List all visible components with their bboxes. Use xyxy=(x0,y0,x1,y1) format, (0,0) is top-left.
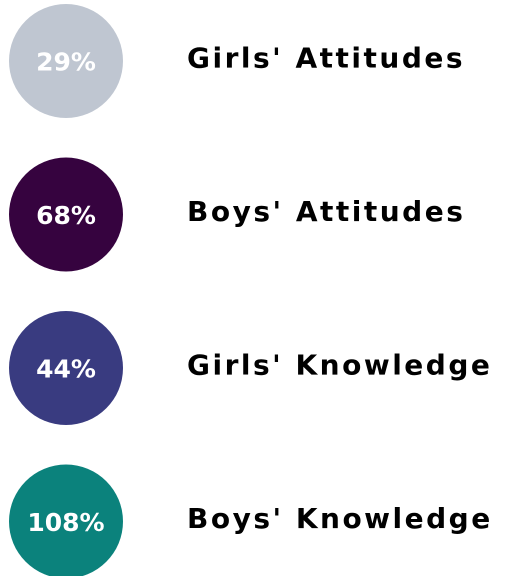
stat-circle xyxy=(9,311,123,425)
stat-circle xyxy=(9,4,123,118)
stat-value: 68% xyxy=(36,201,96,230)
stat-label: Girls' Knowledge xyxy=(187,349,492,382)
stat-circle xyxy=(9,464,123,576)
stat-circle xyxy=(9,157,123,272)
stat-label: Boys' Knowledge xyxy=(187,502,493,535)
stat-value: 44% xyxy=(36,355,96,384)
stat-value: 29% xyxy=(36,48,96,77)
stat-label: Girls' Attitudes xyxy=(187,42,465,75)
stat-value: 108% xyxy=(27,508,104,537)
stat-label: Boys' Attitudes xyxy=(187,195,465,228)
